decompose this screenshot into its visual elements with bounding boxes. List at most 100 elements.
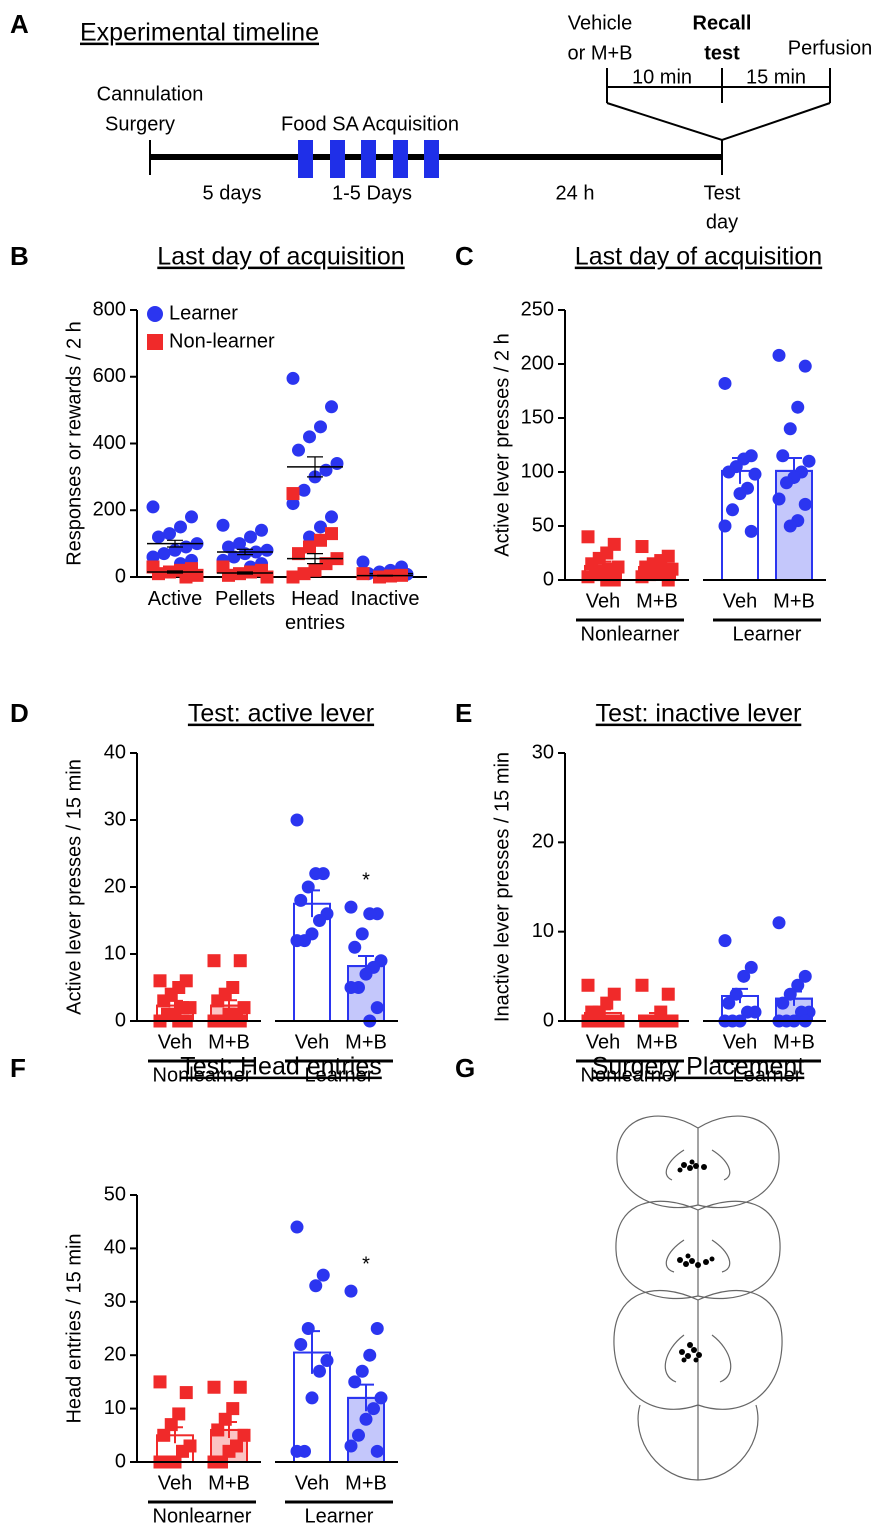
error-bar bbox=[377, 574, 393, 577]
error-bar bbox=[237, 548, 253, 556]
timeline-label: Food SA Acquisition bbox=[281, 113, 459, 135]
data-point bbox=[363, 907, 377, 921]
data-point bbox=[290, 1444, 304, 1458]
data-point bbox=[207, 1380, 221, 1394]
y-tick-label: 20 bbox=[104, 875, 126, 897]
data-point bbox=[722, 465, 736, 479]
data-point bbox=[356, 555, 370, 569]
data-point bbox=[211, 1423, 225, 1437]
data-point bbox=[153, 974, 167, 988]
placement-dots bbox=[677, 1159, 715, 1363]
significance: * bbox=[362, 869, 370, 891]
error-bar bbox=[237, 571, 253, 575]
y-tick-label: 10 bbox=[104, 1397, 126, 1419]
placement: Surgery Placement bbox=[592, 1053, 804, 1481]
y-tick-label: 10 bbox=[532, 920, 554, 942]
x-tick-label: M+B bbox=[636, 590, 678, 612]
data-point bbox=[222, 1444, 236, 1458]
data-point bbox=[309, 867, 323, 881]
data-point bbox=[359, 1412, 373, 1426]
data-point bbox=[152, 567, 165, 581]
data-point bbox=[359, 967, 373, 981]
legend-label: Learner bbox=[169, 302, 238, 324]
data-point bbox=[344, 1284, 358, 1298]
data-point bbox=[172, 1407, 186, 1421]
data-point bbox=[153, 1375, 167, 1389]
data-point bbox=[233, 537, 246, 551]
panel-label: F bbox=[10, 1053, 26, 1083]
y-tick-label: 30 bbox=[532, 741, 554, 763]
y-tick-label: 20 bbox=[532, 831, 554, 853]
x-tick-label: Inactive bbox=[350, 588, 420, 610]
data-point bbox=[314, 520, 327, 534]
legend-marker bbox=[147, 306, 163, 322]
data-point bbox=[729, 987, 743, 1001]
data-point bbox=[325, 400, 338, 414]
y-tick-label: 50 bbox=[532, 514, 554, 536]
data-point bbox=[581, 530, 595, 544]
data-point bbox=[748, 467, 762, 481]
data-point bbox=[722, 996, 736, 1010]
x-tick-label-box: Head entries bbox=[285, 588, 345, 634]
data-point bbox=[370, 1322, 384, 1335]
x-tick-label: M+B bbox=[345, 1031, 387, 1053]
y-tick-label: 200 bbox=[93, 499, 126, 521]
data-point bbox=[301, 1322, 315, 1335]
group-label: Nonlearner bbox=[581, 1064, 680, 1086]
data-point bbox=[309, 1279, 323, 1293]
panel-label: E bbox=[455, 698, 472, 728]
data-point bbox=[157, 1428, 171, 1442]
y-tick-label: 250 bbox=[521, 298, 554, 320]
data-point bbox=[733, 487, 747, 501]
data-point bbox=[301, 880, 315, 894]
data-point bbox=[319, 557, 333, 571]
data-point bbox=[146, 550, 160, 564]
x-tick-label-box: Active bbox=[148, 588, 202, 610]
brain-sections bbox=[613, 1115, 783, 1481]
x-tick-label: Veh bbox=[586, 1031, 620, 1053]
y-axis-label: Inactive lever presses / 15 min bbox=[491, 752, 513, 1022]
data-point bbox=[313, 1364, 326, 1378]
group-label: Learner bbox=[733, 1064, 802, 1086]
data-point bbox=[772, 916, 786, 930]
session-blocks bbox=[298, 140, 439, 178]
x-tick-label: M+B bbox=[773, 1031, 815, 1053]
data-point bbox=[207, 954, 221, 968]
y-tick-label: 0 bbox=[543, 1009, 554, 1031]
x-tick-label-box: Inactive bbox=[350, 588, 420, 610]
data-point bbox=[316, 1268, 330, 1282]
error-bar bbox=[307, 553, 323, 565]
y-tick-label: 0 bbox=[115, 565, 126, 587]
data-point bbox=[581, 570, 595, 584]
data-point bbox=[303, 540, 316, 554]
data-point bbox=[292, 547, 305, 561]
group-label: Nonlearner bbox=[153, 1505, 252, 1524]
timeline-label: Test bbox=[704, 182, 741, 204]
chart-title: Last day of acquisition bbox=[575, 243, 822, 271]
data-point bbox=[286, 570, 300, 584]
data-point bbox=[179, 1386, 193, 1400]
data-point bbox=[233, 954, 247, 968]
x-tick-label: Veh bbox=[158, 1472, 192, 1494]
y-axis-label: Responses or rewards / 2 h bbox=[63, 321, 85, 566]
data-point bbox=[164, 1418, 178, 1432]
panel-label: G bbox=[455, 1053, 475, 1083]
data-point bbox=[303, 530, 316, 544]
y-tick-label: 50 bbox=[104, 1183, 126, 1205]
y-tick-label: 800 bbox=[93, 298, 126, 320]
data-point bbox=[290, 813, 304, 827]
data-point bbox=[313, 914, 326, 927]
data-point bbox=[718, 376, 732, 390]
data-point bbox=[297, 567, 311, 581]
data-point bbox=[367, 1402, 380, 1416]
y-tick-label: 30 bbox=[104, 808, 126, 830]
y-tick-label: 30 bbox=[104, 1290, 126, 1312]
data-point bbox=[726, 503, 739, 517]
panel-label: A bbox=[10, 9, 29, 39]
timeline-bracket bbox=[606, 68, 831, 142]
data-point bbox=[185, 510, 198, 524]
data-point bbox=[260, 570, 274, 584]
data-point bbox=[233, 1380, 247, 1394]
data-point bbox=[370, 1444, 384, 1458]
data-point bbox=[294, 1338, 308, 1352]
